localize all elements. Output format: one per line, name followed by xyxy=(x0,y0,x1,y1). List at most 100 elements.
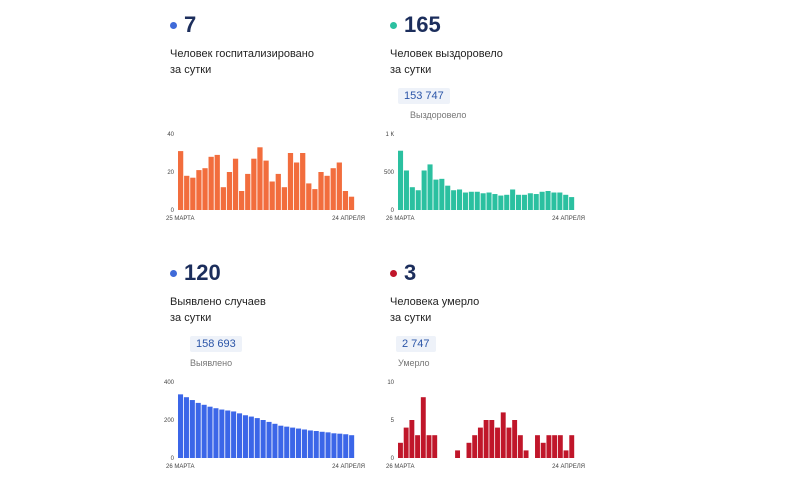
bar xyxy=(426,435,432,458)
bar xyxy=(521,194,527,210)
bar xyxy=(477,427,483,458)
bar xyxy=(474,191,480,210)
chart-cases: 400 200 0 26 МАРТА 24 АПРЕЛЯ xyxy=(164,380,365,470)
bar xyxy=(398,442,403,458)
bar xyxy=(533,194,539,210)
bar xyxy=(349,435,355,458)
bar xyxy=(242,415,248,458)
bar xyxy=(312,189,318,210)
total-badge: 2 747 xyxy=(396,336,436,352)
total-label: Выздоровело xyxy=(410,110,467,120)
bar xyxy=(415,190,421,210)
bar xyxy=(284,426,290,458)
stat-panel-deaths: 3 Человека умерло за сутки 2 747 Умерло xyxy=(390,256,610,368)
bar xyxy=(232,158,239,210)
bar xyxy=(466,442,472,458)
bar xyxy=(420,397,426,458)
y-tick-label: 200 xyxy=(164,418,175,424)
bar xyxy=(301,429,307,458)
bar xyxy=(557,192,563,210)
bar xyxy=(415,435,421,458)
bar xyxy=(183,397,189,458)
bar xyxy=(287,153,294,210)
stat-label-line2: за сутки xyxy=(390,64,432,76)
bar xyxy=(296,428,302,458)
bar xyxy=(539,191,545,210)
stat-label-line1: Человек выздоровело xyxy=(390,48,503,60)
bar xyxy=(260,420,266,458)
bar xyxy=(190,177,196,210)
stat-label-line1: Человек госпитализировано xyxy=(170,48,314,60)
bar xyxy=(439,178,445,210)
bar xyxy=(342,191,349,210)
bar xyxy=(455,450,461,458)
bar xyxy=(239,191,245,210)
series-dot xyxy=(390,270,397,277)
bar xyxy=(178,151,184,210)
bar xyxy=(300,153,306,210)
bar xyxy=(278,425,284,458)
bar xyxy=(480,193,486,210)
bar xyxy=(510,189,516,210)
stat-label-line2: за сутки xyxy=(170,64,212,76)
stat-panel-cases: 120 Выявлено случаев за сутки 158 693 Вы… xyxy=(170,256,390,368)
x-label-end: 24 АПРЕЛЯ xyxy=(332,216,365,222)
bar xyxy=(516,194,522,210)
bar xyxy=(468,191,474,210)
bar xyxy=(409,187,415,210)
bar xyxy=(237,413,243,458)
y-tick-label: 0 xyxy=(171,456,175,462)
bar xyxy=(551,192,557,210)
chart-recovered: 1 К 500 0 26 МАРТА 24 АПРЕЛЯ xyxy=(384,132,585,222)
bar xyxy=(220,187,226,210)
bar xyxy=(307,430,313,458)
y-tick-label: 0 xyxy=(391,456,395,462)
bar xyxy=(451,190,457,210)
bar xyxy=(293,162,300,210)
stat-label: Человек выздоровело за сутки xyxy=(390,46,610,78)
bar xyxy=(257,147,263,210)
bar xyxy=(306,183,312,210)
bar xyxy=(512,420,518,458)
bar xyxy=(552,435,558,458)
bar xyxy=(569,197,575,210)
stat-label-line1: Человека умерло xyxy=(390,296,480,308)
bar xyxy=(343,434,349,458)
bar xyxy=(201,404,207,458)
stat-label-line1: Выявлено случаев xyxy=(170,296,266,308)
bar xyxy=(184,175,190,210)
bar xyxy=(563,194,569,210)
bar xyxy=(545,191,551,210)
stat-label: Выявлено случаев за сутки xyxy=(170,294,390,326)
bar xyxy=(325,432,331,458)
y-tick-label: 0 xyxy=(171,208,175,214)
series-dot xyxy=(170,270,177,277)
y-tick-label: 5 xyxy=(391,418,395,424)
bar xyxy=(398,150,404,210)
bar xyxy=(225,410,231,458)
bar xyxy=(324,175,330,210)
bar xyxy=(486,192,492,210)
bar xyxy=(500,412,506,458)
bar xyxy=(535,435,540,458)
bar xyxy=(330,168,336,210)
bar xyxy=(318,172,324,210)
bar xyxy=(348,196,355,210)
x-label-start: 26 МАРТА xyxy=(386,216,415,222)
total-label: Умерло xyxy=(398,358,430,368)
x-label-end: 24 АПРЕЛЯ xyxy=(552,216,585,222)
x-label-end: 24 АПРЕЛЯ xyxy=(332,464,365,470)
bar xyxy=(207,406,213,458)
y-tick-label: 10 xyxy=(387,380,394,386)
bar xyxy=(269,181,275,210)
bar xyxy=(219,409,225,458)
bar xyxy=(523,450,529,458)
bar xyxy=(504,194,510,210)
bar xyxy=(489,420,495,458)
x-label-start: 26 МАРТА xyxy=(386,464,415,470)
bar xyxy=(427,164,433,210)
stat-panel-hospitalized: 7 Человек госпитализировано за сутки xyxy=(170,8,390,78)
total-badge: 158 693 xyxy=(190,336,242,352)
bar xyxy=(245,173,251,210)
stat-label: Человека умерло за сутки xyxy=(390,294,610,326)
